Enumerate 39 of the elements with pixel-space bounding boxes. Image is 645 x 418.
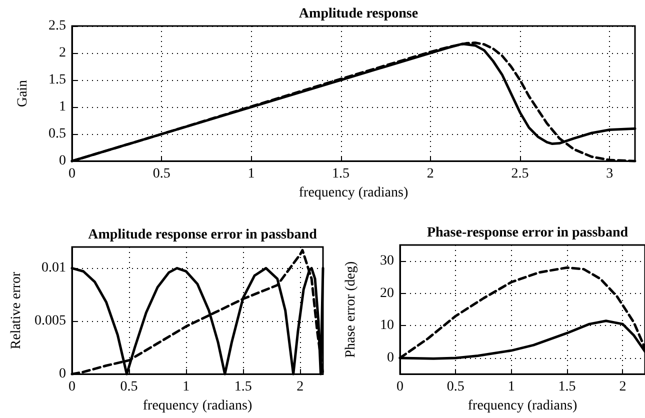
x-tick-label: 1	[182, 380, 190, 395]
y-tick-label: 0	[387, 350, 394, 366]
y-tick-label: 0	[59, 366, 66, 382]
y-tick-label: 2.5	[48, 18, 66, 34]
x-axis-title: frequency (radians)	[298, 186, 408, 200]
x-tick-label: 1.5	[234, 380, 252, 395]
x-tick-label: 2	[426, 166, 434, 182]
x-tick-label: 2	[296, 380, 304, 395]
x-tick-label: 2.5	[511, 166, 529, 182]
x-axis-title: frequency (radians)	[142, 398, 252, 414]
x-tick-label: 0.5	[446, 380, 464, 395]
x-tick-label: 1.5	[332, 166, 350, 182]
y-tick-label: 30	[380, 254, 394, 269]
x-tick-label: 1	[248, 166, 255, 182]
y-axis-title: Relative error	[9, 272, 24, 350]
x-tick-label: 0	[68, 166, 76, 182]
y-axis-title: Phase error (deg)	[344, 261, 358, 358]
y-tick-label: 10	[380, 318, 394, 334]
x-tick-label: 1	[508, 380, 515, 395]
y-tick-label: 20	[380, 286, 394, 301]
x-tick-label: 0.5	[152, 166, 170, 182]
chart-title: Phase-response error in passband	[426, 226, 628, 240]
y-tick-label: 2	[59, 46, 66, 61]
x-tick-label: 2	[619, 380, 626, 395]
x-tick-label: 0.5	[120, 380, 138, 395]
y-tick-label: 1	[59, 100, 66, 115]
x-tick-label: 3	[606, 166, 614, 182]
chart-title: Amplitude response	[298, 6, 418, 22]
y-tick-label: 0.005	[34, 314, 66, 329]
y-axis-title: Gain	[16, 80, 30, 108]
x-tick-label: 1.5	[558, 380, 576, 395]
y-tick-label: 0.01	[42, 260, 66, 276]
y-tick-label: 0	[59, 154, 66, 169]
x-tick-label: 0	[396, 380, 404, 395]
x-tick-label: 0	[68, 380, 76, 395]
y-tick-label: 0.5	[48, 126, 66, 142]
y-tick-label: 1.5	[48, 72, 66, 88]
x-axis-title: frequency (radians)	[468, 398, 578, 414]
chart-title: Amplitude response error in passband	[88, 228, 318, 242]
